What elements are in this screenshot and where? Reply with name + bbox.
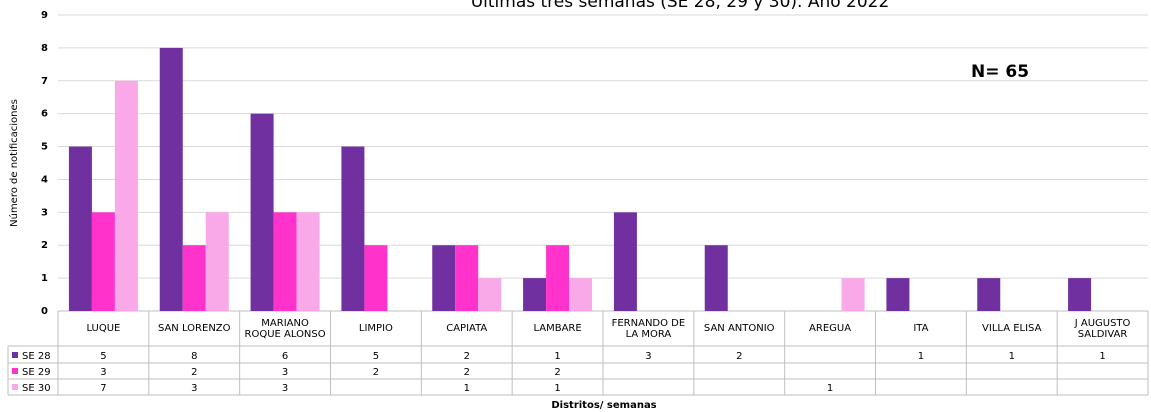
x-tick-label-box: J AUGUSTO SALDIVAR xyxy=(1074,317,1131,341)
table-value: 5 xyxy=(373,351,379,362)
table-value: 1 xyxy=(554,383,560,394)
y-tick-label: 1 xyxy=(41,273,48,284)
annotation: N= 65 xyxy=(971,62,1029,82)
bar xyxy=(569,278,593,311)
bar xyxy=(613,212,637,311)
legend-label: SE 28 xyxy=(22,351,51,362)
bar xyxy=(1068,278,1092,311)
bar xyxy=(91,212,115,311)
y-tick-label: 4 xyxy=(41,174,48,185)
x-tick-label-box: VILLA ELISA xyxy=(982,323,1042,335)
x-tick-label-box: LAMBARE xyxy=(533,323,582,335)
bar xyxy=(886,278,910,311)
bar xyxy=(977,278,1001,311)
bar xyxy=(68,146,92,311)
x-tick-label: VILLA ELISA xyxy=(982,323,1042,335)
bar xyxy=(159,47,183,312)
table-value: 2 xyxy=(554,367,560,378)
x-tick-label: SAN ANTONIO xyxy=(703,323,775,335)
table-value: 1 xyxy=(918,351,924,362)
chart-title: Últimas tres semanas (SE 28, 29 y 30). A… xyxy=(471,0,890,12)
bar xyxy=(704,245,728,311)
table-value: 5 xyxy=(100,351,106,362)
bar xyxy=(205,212,229,311)
table-value: 1 xyxy=(827,383,833,394)
y-tick-label: 2 xyxy=(41,240,48,251)
bar xyxy=(841,278,865,311)
y-tick-label: 5 xyxy=(41,142,48,153)
bar xyxy=(273,212,297,311)
bar xyxy=(341,146,365,311)
bar xyxy=(546,245,570,311)
table-value: 3 xyxy=(645,351,651,362)
bar xyxy=(182,245,206,311)
y-tick-label: 0 xyxy=(41,306,48,317)
x-tick-label-box: SAN LORENZO xyxy=(157,323,231,335)
legend-swatch xyxy=(12,352,18,358)
x-tick-label-box: LIMPIO xyxy=(358,323,393,335)
table-value: 3 xyxy=(282,367,288,378)
table-value: 1 xyxy=(1009,351,1015,362)
x-tick-label-box: ITA xyxy=(913,323,929,335)
legend-swatch xyxy=(12,384,18,390)
y-axis-label: Número de notificaciones xyxy=(8,99,20,227)
x-tick-label-box: LUQUE xyxy=(86,323,121,335)
table-value: 3 xyxy=(100,367,106,378)
table-value: 2 xyxy=(464,367,470,378)
x-tick-label: J AUGUSTO SALDIVAR xyxy=(1074,317,1131,341)
legend-label: SE 30 xyxy=(22,383,51,394)
table-value: 7 xyxy=(100,383,106,394)
table-value: 2 xyxy=(373,367,379,378)
x-tick-label-box: FERNANDO DE LA MORA xyxy=(611,317,686,341)
y-tick-label: 3 xyxy=(41,207,48,218)
bar xyxy=(478,278,502,311)
x-tick-label: LIMPIO xyxy=(358,323,393,335)
bar xyxy=(296,212,320,311)
table-value: 2 xyxy=(191,367,197,378)
x-tick-label-box: SAN ANTONIO xyxy=(703,323,775,335)
x-tick-label: FERNANDO DE LA MORA xyxy=(611,317,686,341)
x-tick-label-box: MARIANO ROQUE ALONSO xyxy=(244,317,326,341)
x-axis-label: Distritos/ semanas xyxy=(551,400,656,411)
bar xyxy=(250,113,274,312)
x-tick-label: ITA xyxy=(913,323,929,335)
y-tick-label: 6 xyxy=(41,109,48,120)
x-tick-label: LUQUE xyxy=(86,323,121,335)
table-value: 8 xyxy=(191,351,197,362)
x-tick-label: AREGUA xyxy=(809,323,852,335)
x-tick-label-box: CAPIATA xyxy=(446,323,488,335)
y-tick-label: 7 xyxy=(41,76,48,87)
table-value: 2 xyxy=(464,351,470,362)
bar xyxy=(523,278,547,311)
table-value: 3 xyxy=(282,383,288,394)
bar xyxy=(114,80,138,312)
bar xyxy=(455,245,479,311)
bar xyxy=(364,245,388,311)
table-value: 1 xyxy=(1099,351,1105,362)
table-value: 2 xyxy=(736,351,742,362)
table-value: 3 xyxy=(191,383,197,394)
y-tick-label: 9 xyxy=(41,10,48,21)
x-tick-label: CAPIATA xyxy=(446,323,488,335)
table-value: 1 xyxy=(554,351,560,362)
legend-label: SE 29 xyxy=(22,367,51,378)
table-value: 1 xyxy=(464,383,470,394)
x-tick-label: SAN LORENZO xyxy=(157,323,231,335)
x-tick-label: LAMBARE xyxy=(533,323,582,335)
y-tick-label: 8 xyxy=(41,43,48,54)
x-tick-label: MARIANO ROQUE ALONSO xyxy=(244,317,326,341)
table-value: 6 xyxy=(282,351,288,362)
legend-swatch xyxy=(12,368,18,374)
bar xyxy=(432,245,456,311)
x-tick-label-box: AREGUA xyxy=(809,323,852,335)
